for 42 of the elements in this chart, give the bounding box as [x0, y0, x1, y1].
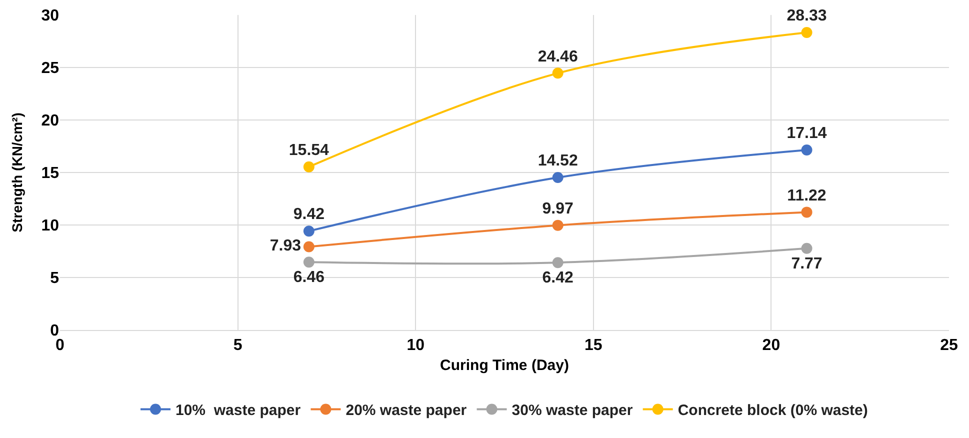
point: [303, 241, 314, 252]
data-label: 24.46: [538, 48, 578, 66]
legend-label: 30% waste paper: [512, 402, 633, 420]
data-label: 9.42: [293, 206, 325, 224]
y-tick-label: 5: [50, 270, 60, 288]
legend-label: 10% waste paper: [176, 402, 301, 420]
x-tick-label: 5: [233, 337, 242, 354]
data-label: 17.14: [786, 125, 827, 142]
data-label: 11.22: [787, 187, 826, 204]
x-tick-label: 15: [584, 337, 602, 354]
point: [801, 27, 812, 38]
data-label: 28.33: [786, 8, 827, 25]
point: [303, 161, 314, 172]
point: [552, 68, 564, 79]
point: [801, 206, 812, 218]
data-label: 9.97: [542, 200, 574, 218]
y-tick-label: 15: [41, 165, 60, 182]
data-label: 6.46: [293, 269, 325, 286]
point: [552, 220, 564, 231]
point: [303, 226, 314, 237]
point: [801, 242, 812, 254]
point: [303, 256, 314, 268]
point: [552, 257, 564, 268]
y-tick-label: 30: [41, 8, 60, 25]
point: [552, 172, 564, 184]
x-tick-label: 10: [406, 337, 425, 354]
legend-label: Concrete block (0% waste): [678, 402, 868, 420]
x-tick-label: 20: [762, 337, 780, 354]
data-label: 15.54: [288, 142, 330, 159]
x-tick-label: 25: [940, 337, 958, 354]
y-tick-label: 25: [41, 60, 60, 78]
x-axis-title: Curing Time (Day): [440, 357, 569, 374]
y-tick-label: 20: [41, 112, 60, 130]
y-axis-title: Strength (KN/cm²): [9, 112, 25, 232]
data-label: 7.77: [791, 255, 822, 272]
y-tick-label: 10: [41, 218, 60, 235]
data-label: 14.52: [538, 152, 578, 170]
y-tick-label: 0: [50, 322, 60, 340]
data-label: 6.42: [542, 269, 574, 286]
legend-label: 20% waste paper: [346, 402, 467, 420]
data-label: 7.93: [270, 238, 302, 255]
point: [801, 144, 812, 156]
